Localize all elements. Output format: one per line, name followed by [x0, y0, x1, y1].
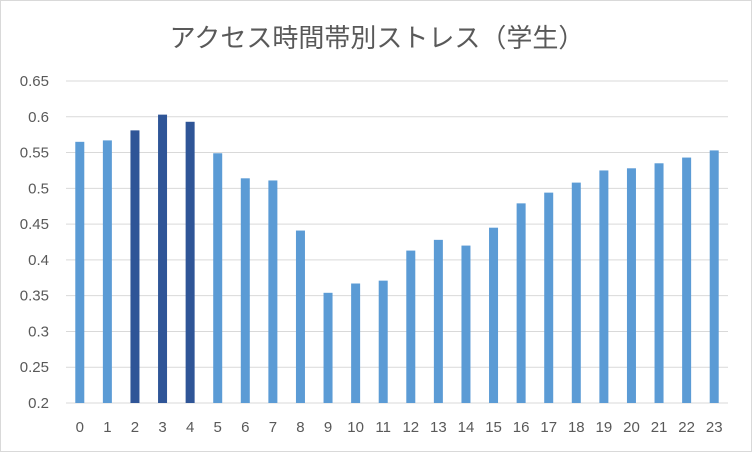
x-tick-label: 17 — [540, 419, 557, 436]
bar-hour-3 — [158, 114, 168, 404]
x-axis-ticks: 0 1 2 3 4 5 6 7 8 9 10 11 12 13 14 15 16 17 18 19 20 21 22 23 — [76, 419, 723, 436]
bar-hour-1 — [102, 140, 112, 403]
bar-hour-0 — [75, 141, 85, 404]
x-tick-label: 7 — [269, 419, 277, 436]
x-tick-label: 10 — [347, 419, 364, 436]
x-tick-label: 12 — [402, 419, 419, 436]
y-axis-ticks: 0.2 0.25 0.3 0.35 0.4 0.45 0.5 0.55 0.6 0.65 — [20, 73, 49, 412]
bars — [75, 114, 719, 404]
bar-hour-9 — [323, 292, 333, 403]
y-tick-label: 0.35 — [20, 288, 49, 305]
bar-hour-5 — [213, 153, 223, 403]
x-tick-label: 23 — [706, 419, 723, 436]
x-tick-label: 2 — [131, 419, 139, 436]
bar-hour-19 — [599, 170, 609, 403]
x-tick-label: 16 — [513, 419, 530, 436]
x-tick-label: 19 — [596, 419, 613, 436]
bar-hour-22 — [682, 157, 692, 403]
x-tick-label: 22 — [678, 419, 695, 436]
y-tick-label: 0.65 — [20, 73, 49, 90]
bar-hour-23 — [709, 150, 719, 403]
x-tick-label: 20 — [623, 419, 640, 436]
y-tick-label: 0.25 — [20, 359, 49, 376]
bar-hour-10 — [351, 283, 361, 403]
bar-hour-17 — [544, 192, 554, 403]
chart-title: アクセス時間帯別ストレス（学生） — [170, 24, 585, 54]
bar-hour-8 — [295, 230, 305, 403]
x-tick-label: 8 — [296, 419, 304, 436]
x-tick-label: 6 — [241, 419, 249, 436]
y-tick-label: 0.3 — [28, 323, 49, 340]
y-tick-label: 0.2 — [28, 395, 49, 412]
bar-hour-7 — [268, 180, 278, 403]
x-tick-label: 13 — [430, 419, 447, 436]
x-tick-label: 14 — [458, 419, 475, 436]
bar-hour-18 — [571, 182, 581, 403]
bar-hour-20 — [626, 168, 636, 403]
bar-hour-11 — [378, 280, 388, 403]
bar-hour-13 — [433, 239, 443, 403]
bar-hour-16 — [516, 203, 526, 403]
bar-hour-2 — [130, 130, 140, 403]
x-tick-label: 15 — [485, 419, 502, 436]
gridlines — [66, 80, 728, 404]
x-tick-label: 0 — [76, 419, 84, 436]
y-tick-label: 0.45 — [20, 216, 49, 233]
y-tick-label: 0.5 — [28, 180, 49, 197]
bar-hour-21 — [654, 163, 664, 403]
x-tick-label: 4 — [186, 419, 194, 436]
y-tick-label: 0.4 — [28, 252, 49, 269]
y-tick-label: 0.6 — [28, 109, 49, 126]
x-tick-label: 5 — [214, 419, 222, 436]
bar-hour-14 — [461, 245, 471, 403]
bar-hour-4 — [185, 121, 195, 403]
bar-hour-15 — [489, 227, 499, 403]
x-tick-label: 1 — [103, 419, 111, 436]
x-tick-label: 18 — [568, 419, 585, 436]
bar-hour-6 — [240, 178, 250, 403]
x-tick-label: 21 — [651, 419, 668, 436]
bar-hour-12 — [406, 250, 416, 403]
x-tick-label: 11 — [375, 419, 391, 436]
x-tick-label: 9 — [324, 419, 332, 436]
y-tick-label: 0.55 — [20, 145, 49, 162]
x-tick-label: 3 — [158, 419, 166, 436]
